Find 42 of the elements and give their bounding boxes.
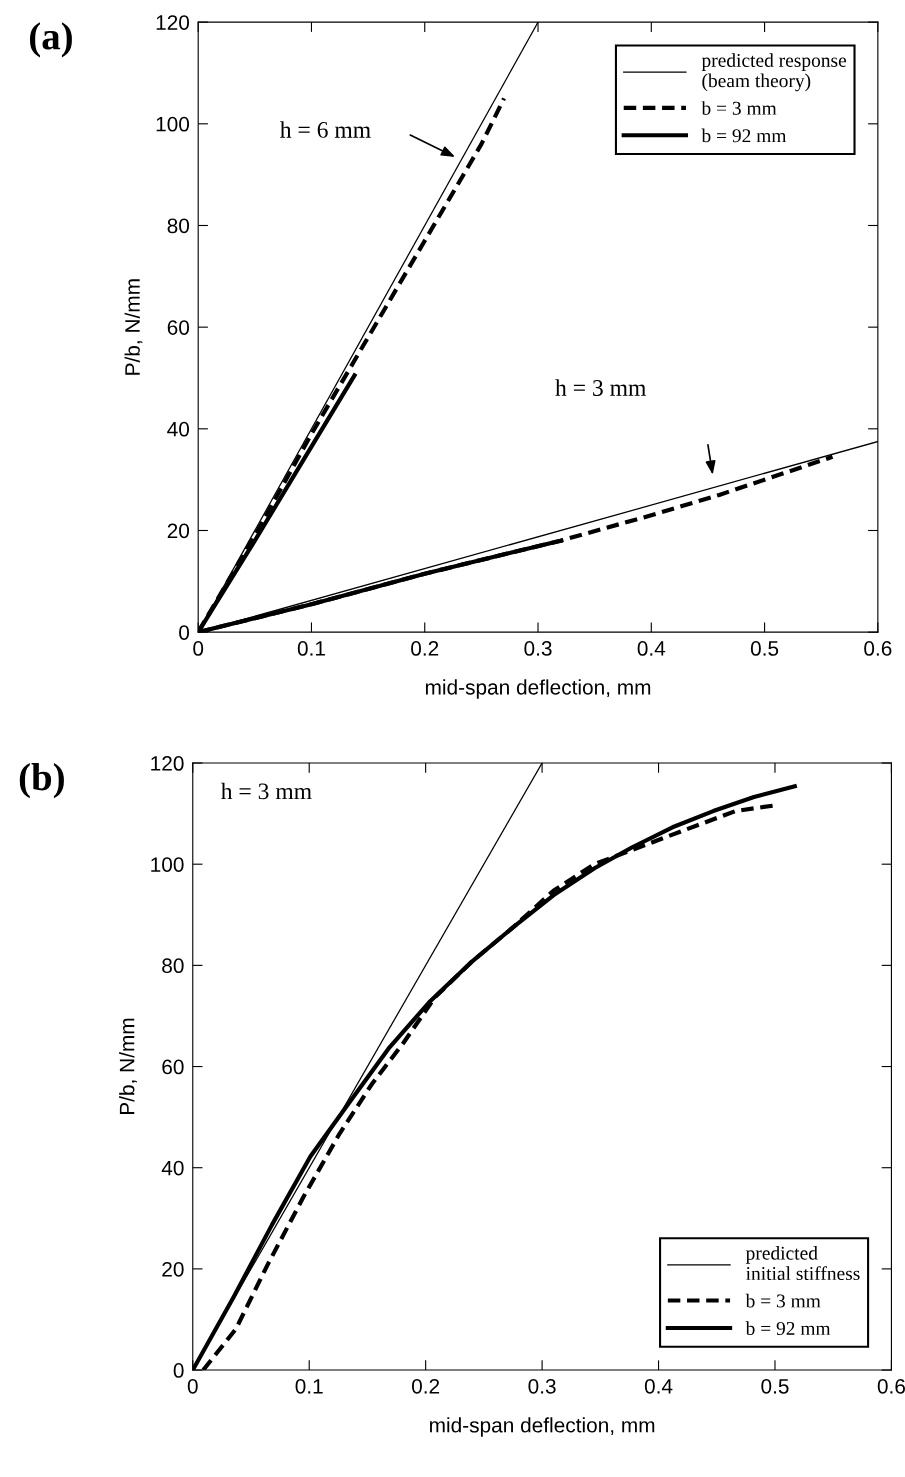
annotation: h = 6 mm	[279, 121, 371, 138]
y-tick-label: 60	[162, 1059, 184, 1075]
x-tick-label: 0.1	[297, 641, 325, 656]
annotation: h = 3 mm	[220, 782, 312, 800]
y-axis-title: P/b, N/mm	[124, 279, 143, 375]
x-axis-title: mid-span deflection, mm	[425, 679, 651, 699]
x-tick-label: 0.2	[411, 1378, 440, 1394]
y-tick-label: 40	[161, 1160, 184, 1176]
x-tick-label: 0.1	[295, 1378, 323, 1394]
y-tick-label: 0	[173, 1363, 184, 1378]
legend-label: b = 92 mm	[745, 1321, 831, 1335]
x-tick-label: 0.6	[877, 1378, 905, 1394]
x-tick-label: 0.3	[528, 1378, 556, 1394]
x-tick-label: 0.4	[637, 641, 666, 656]
y-tick-label: 100	[151, 857, 184, 872]
legend-label: predicted response (beam theory)	[701, 53, 847, 92]
x-axis-title: mid-span deflection, mm	[430, 1417, 655, 1437]
legend-label: predicted initial stiffness	[745, 1246, 860, 1281]
y-tick-label: 80	[162, 958, 184, 974]
x-tick-label: 0.2	[411, 641, 439, 656]
x-tick-label: 0.4	[644, 1378, 673, 1394]
y-tick-label: 40	[167, 421, 190, 437]
legend-label: b = 3 mm	[745, 1293, 821, 1308]
chart-title: (b)	[19, 763, 64, 799]
y-tick-label: 20	[167, 523, 190, 539]
annotation: h = 3 mm	[555, 379, 647, 396]
chart-title: (a)	[29, 22, 72, 58]
y-axis-title: P/b, N/mm	[119, 1018, 137, 1115]
x-tick-label: 0	[193, 641, 204, 656]
y-tick-label: 0	[179, 625, 190, 640]
y-tick-label: 120	[151, 756, 184, 771]
legend-label: b = 3 mm	[701, 101, 777, 115]
legend-label: b = 92 mm	[701, 128, 787, 143]
x-tick-label: 0.5	[761, 1378, 789, 1394]
x-tick-label: 0.5	[750, 641, 779, 656]
y-tick-label: 100	[156, 116, 190, 132]
x-tick-label: 0.3	[524, 641, 552, 656]
y-tick-label: 60	[167, 320, 190, 335]
y-tick-label: 120	[156, 15, 190, 30]
x-tick-label: 0.6	[864, 641, 892, 656]
y-tick-label: 80	[167, 218, 190, 234]
y-tick-label: 20	[162, 1261, 184, 1277]
